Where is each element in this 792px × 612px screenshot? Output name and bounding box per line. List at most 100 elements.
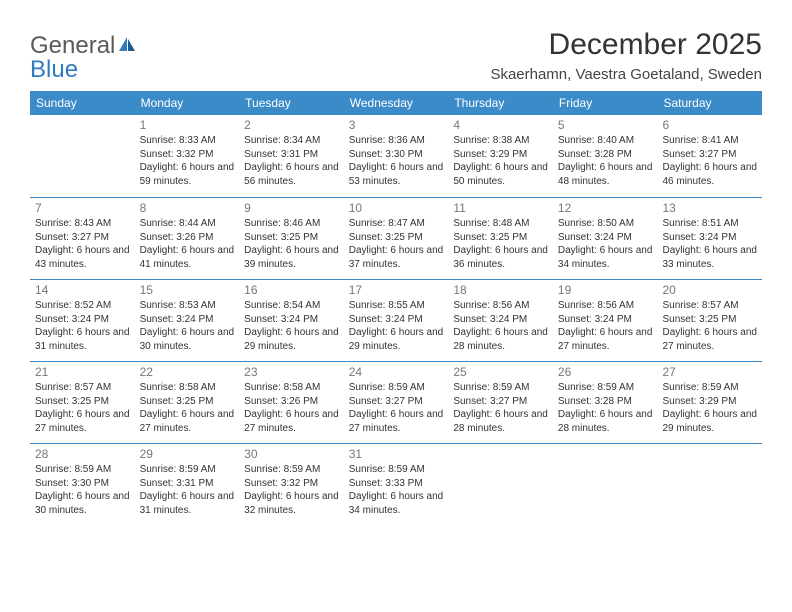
day-cell bbox=[30, 115, 135, 197]
daylight-text: Daylight: 6 hours and 28 minutes. bbox=[453, 408, 548, 435]
day-number: 24 bbox=[349, 365, 444, 379]
daylight-text: Daylight: 6 hours and 27 minutes. bbox=[662, 326, 757, 353]
day-details: Sunrise: 8:41 AMSunset: 3:27 PMDaylight:… bbox=[662, 134, 757, 188]
day-number: 6 bbox=[662, 118, 757, 132]
day-number: 19 bbox=[558, 283, 653, 297]
weeks-container: 1Sunrise: 8:33 AMSunset: 3:32 PMDaylight… bbox=[30, 115, 762, 525]
sunrise-text: Sunrise: 8:48 AM bbox=[453, 217, 548, 231]
day-number: 16 bbox=[244, 283, 339, 297]
sunrise-text: Sunrise: 8:59 AM bbox=[35, 463, 130, 477]
day-details: Sunrise: 8:57 AMSunset: 3:25 PMDaylight:… bbox=[662, 299, 757, 353]
day-details: Sunrise: 8:58 AMSunset: 3:26 PMDaylight:… bbox=[244, 381, 339, 435]
day-cell: 4Sunrise: 8:38 AMSunset: 3:29 PMDaylight… bbox=[448, 115, 553, 197]
calendar-grid: Sunday Monday Tuesday Wednesday Thursday… bbox=[30, 91, 762, 525]
day-details: Sunrise: 8:59 AMSunset: 3:30 PMDaylight:… bbox=[35, 463, 130, 517]
day-details: Sunrise: 8:43 AMSunset: 3:27 PMDaylight:… bbox=[35, 217, 130, 271]
weekday-header: Sunday bbox=[30, 91, 135, 115]
sunset-text: Sunset: 3:27 PM bbox=[453, 395, 548, 409]
day-cell: 27Sunrise: 8:59 AMSunset: 3:29 PMDayligh… bbox=[657, 361, 762, 443]
day-details: Sunrise: 8:51 AMSunset: 3:24 PMDaylight:… bbox=[662, 217, 757, 271]
day-details: Sunrise: 8:59 AMSunset: 3:27 PMDaylight:… bbox=[453, 381, 548, 435]
calendar-week: 28Sunrise: 8:59 AMSunset: 3:30 PMDayligh… bbox=[30, 443, 762, 525]
sunrise-text: Sunrise: 8:47 AM bbox=[349, 217, 444, 231]
day-number: 17 bbox=[349, 283, 444, 297]
day-number: 11 bbox=[453, 201, 548, 215]
sunrise-text: Sunrise: 8:59 AM bbox=[140, 463, 235, 477]
day-details: Sunrise: 8:52 AMSunset: 3:24 PMDaylight:… bbox=[35, 299, 130, 353]
weekday-header: Monday bbox=[135, 91, 240, 115]
sunrise-text: Sunrise: 8:54 AM bbox=[244, 299, 339, 313]
day-details: Sunrise: 8:48 AMSunset: 3:25 PMDaylight:… bbox=[453, 217, 548, 271]
day-details: Sunrise: 8:36 AMSunset: 3:30 PMDaylight:… bbox=[349, 134, 444, 188]
sunrise-text: Sunrise: 8:40 AM bbox=[558, 134, 653, 148]
day-cell: 26 Sunrise: 8:59 AMSunset: 3:28 PMDayligh… bbox=[553, 361, 658, 443]
sunset-text: Sunset: 3:27 PM bbox=[349, 395, 444, 409]
sunrise-text: Sunrise: 8:50 AM bbox=[558, 217, 653, 231]
day-number: 26 bbox=[558, 365, 653, 379]
day-number: 25 bbox=[453, 365, 548, 379]
day-cell: 13Sunrise: 8:51 AMSunset: 3:24 PMDayligh… bbox=[657, 197, 762, 279]
sunrise-text: Sunrise: 8:34 AM bbox=[244, 134, 339, 148]
calendar-week: 1Sunrise: 8:33 AMSunset: 3:32 PMDaylight… bbox=[30, 115, 762, 197]
day-details: Sunrise: 8:58 AMSunset: 3:25 PMDaylight:… bbox=[140, 381, 235, 435]
day-cell: 23Sunrise: 8:58 AMSunset: 3:26 PMDayligh… bbox=[239, 361, 344, 443]
logo-text-blue: Blue bbox=[30, 56, 78, 84]
day-details: Sunrise: 8:59 AMSunset: 3:33 PMDaylight:… bbox=[349, 463, 444, 517]
daylight-text: Daylight: 6 hours and 34 minutes. bbox=[349, 490, 444, 517]
day-cell: 21Sunrise: 8:57 AMSunset: 3:25 PMDayligh… bbox=[30, 361, 135, 443]
sunrise-text: Sunrise: 8:38 AM bbox=[453, 134, 548, 148]
sunset-text: Sunset: 3:30 PM bbox=[349, 148, 444, 162]
sunset-text: Sunset: 3:32 PM bbox=[244, 477, 339, 491]
day-number: 7 bbox=[35, 201, 130, 215]
day-number: 15 bbox=[140, 283, 235, 297]
day-number: 2 bbox=[244, 118, 339, 132]
sunset-text: Sunset: 3:30 PM bbox=[35, 477, 130, 491]
sunset-text: Sunset: 3:28 PM bbox=[558, 395, 653, 409]
sunrise-text: Sunrise: 8:59 AM bbox=[558, 381, 653, 395]
day-cell: 8Sunrise: 8:44 AMSunset: 3:26 PMDaylight… bbox=[135, 197, 240, 279]
sunset-text: Sunset: 3:24 PM bbox=[453, 313, 548, 327]
sunrise-text: Sunrise: 8:56 AM bbox=[453, 299, 548, 313]
day-details: Sunrise: 8:56 AMSunset: 3:24 PMDaylight:… bbox=[558, 299, 653, 353]
sunset-text: Sunset: 3:28 PM bbox=[558, 148, 653, 162]
daylight-text: Daylight: 6 hours and 29 minutes. bbox=[662, 408, 757, 435]
sunset-text: Sunset: 3:29 PM bbox=[662, 395, 757, 409]
day-number: 20 bbox=[662, 283, 757, 297]
day-cell: 25 Sunrise: 8:59 AMSunset: 3:27 PMDayligh… bbox=[448, 361, 553, 443]
day-cell: 16Sunrise: 8:54 AMSunset: 3:24 PMDayligh… bbox=[239, 279, 344, 361]
day-cell: 19 Sunrise: 8:56 AMSunset: 3:24 PMDayligh… bbox=[553, 279, 658, 361]
daylight-text: Daylight: 6 hours and 27 minutes. bbox=[140, 408, 235, 435]
daylight-text: Daylight: 6 hours and 27 minutes. bbox=[244, 408, 339, 435]
calendar-week: 14Sunrise: 8:52 AMSunset: 3:24 PMDayligh… bbox=[30, 279, 762, 361]
day-number: 22 bbox=[140, 365, 235, 379]
header: General December 2025 Skaerhamn, Vaestra… bbox=[30, 28, 762, 83]
day-details: Sunrise: 8:50 AMSunset: 3:24 PMDaylight:… bbox=[558, 217, 653, 271]
sunrise-text: Sunrise: 8:44 AM bbox=[140, 217, 235, 231]
daylight-text: Daylight: 6 hours and 31 minutes. bbox=[140, 490, 235, 517]
sunrise-text: Sunrise: 8:59 AM bbox=[453, 381, 548, 395]
day-number: 12 bbox=[558, 201, 653, 215]
day-number: 29 bbox=[140, 447, 235, 461]
sunset-text: Sunset: 3:24 PM bbox=[558, 231, 653, 245]
daylight-text: Daylight: 6 hours and 56 minutes. bbox=[244, 161, 339, 188]
daylight-text: Daylight: 6 hours and 32 minutes. bbox=[244, 490, 339, 517]
sunrise-text: Sunrise: 8:36 AM bbox=[349, 134, 444, 148]
daylight-text: Daylight: 6 hours and 43 minutes. bbox=[35, 244, 130, 271]
day-details: Sunrise: 8:57 AMSunset: 3:25 PMDaylight:… bbox=[35, 381, 130, 435]
day-cell: 29Sunrise: 8:59 AMSunset: 3:31 PMDayligh… bbox=[135, 443, 240, 525]
sunrise-text: Sunrise: 8:57 AM bbox=[35, 381, 130, 395]
sunset-text: Sunset: 3:33 PM bbox=[349, 477, 444, 491]
day-cell: 17Sunrise: 8:55 AMSunset: 3:24 PMDayligh… bbox=[344, 279, 449, 361]
sunrise-text: Sunrise: 8:58 AM bbox=[140, 381, 235, 395]
sunset-text: Sunset: 3:32 PM bbox=[140, 148, 235, 162]
sunrise-text: Sunrise: 8:51 AM bbox=[662, 217, 757, 231]
sunset-text: Sunset: 3:24 PM bbox=[558, 313, 653, 327]
daylight-text: Daylight: 6 hours and 53 minutes. bbox=[349, 161, 444, 188]
sunset-text: Sunset: 3:25 PM bbox=[35, 395, 130, 409]
day-cell: 3Sunrise: 8:36 AMSunset: 3:30 PMDaylight… bbox=[344, 115, 449, 197]
day-details: Sunrise: 8:46 AMSunset: 3:25 PMDaylight:… bbox=[244, 217, 339, 271]
daylight-text: Daylight: 6 hours and 48 minutes. bbox=[558, 161, 653, 188]
daylight-text: Daylight: 6 hours and 28 minutes. bbox=[558, 408, 653, 435]
day-number: 27 bbox=[662, 365, 757, 379]
sunrise-text: Sunrise: 8:59 AM bbox=[349, 463, 444, 477]
